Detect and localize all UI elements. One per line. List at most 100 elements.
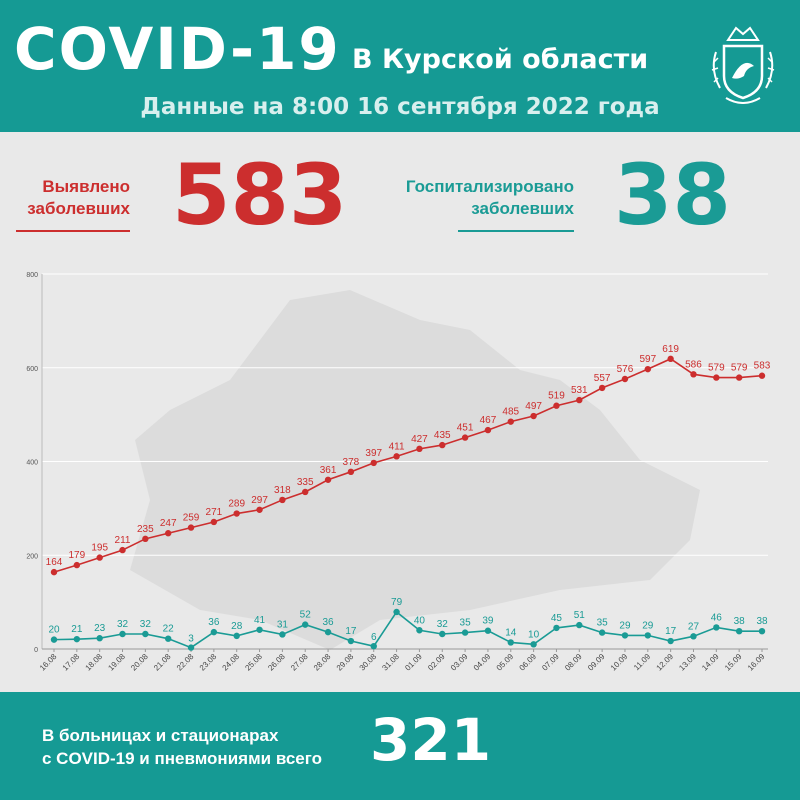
data-label: 557 bbox=[594, 373, 611, 384]
x-tick-label: 16.09 bbox=[746, 652, 767, 673]
y-tick-label: 200 bbox=[26, 553, 38, 560]
data-point bbox=[621, 632, 629, 639]
data-point bbox=[119, 546, 126, 554]
data-label: 271 bbox=[206, 507, 223, 518]
x-tick-label: 07.09 bbox=[540, 652, 561, 673]
y-tick-label: 600 bbox=[26, 366, 38, 373]
data-label: 289 bbox=[228, 499, 245, 510]
x-tick-label: 06.09 bbox=[517, 652, 538, 673]
data-label: 51 bbox=[574, 610, 586, 621]
y-tick-label: 400 bbox=[26, 460, 38, 467]
hospitalized-count: 38 bbox=[614, 146, 731, 244]
detected-label-line1: Выявлено bbox=[42, 177, 130, 196]
data-point bbox=[758, 627, 766, 635]
data-label: 3 bbox=[188, 634, 194, 645]
data-point bbox=[279, 631, 286, 638]
data-label: 31 bbox=[277, 619, 289, 630]
data-point bbox=[302, 488, 309, 496]
data-label: 52 bbox=[300, 610, 312, 621]
data-label: 46 bbox=[711, 612, 723, 623]
x-tick-label: 16.08 bbox=[38, 652, 59, 673]
data-label: 32 bbox=[437, 619, 449, 630]
header-bar bbox=[0, 0, 800, 132]
data-point bbox=[758, 372, 766, 379]
data-point bbox=[96, 635, 103, 642]
data-label: 619 bbox=[662, 344, 679, 355]
data-point bbox=[73, 635, 81, 643]
data-label: 519 bbox=[548, 391, 565, 402]
data-point bbox=[576, 396, 583, 404]
region-map-silhouette bbox=[130, 290, 700, 650]
data-point bbox=[279, 496, 286, 504]
data-label: 79 bbox=[391, 597, 403, 608]
data-point bbox=[370, 459, 377, 467]
x-tick-label: 12.09 bbox=[655, 652, 676, 673]
data-label: 23 bbox=[94, 623, 106, 634]
data-point bbox=[324, 628, 332, 636]
region-subtitle: В Курской области bbox=[352, 44, 649, 75]
data-point bbox=[142, 535, 149, 543]
hospital-total-count: 321 bbox=[370, 706, 492, 774]
detected-label: Выявлено заболевших bbox=[16, 176, 130, 220]
data-point bbox=[347, 468, 355, 476]
detected-count: 583 bbox=[172, 146, 348, 244]
x-tick-label: 05.09 bbox=[495, 652, 516, 673]
data-label: 411 bbox=[389, 441, 405, 452]
data-point bbox=[73, 561, 81, 569]
data-label: 35 bbox=[460, 618, 472, 629]
data-point bbox=[119, 630, 126, 638]
x-tick-label: 20.08 bbox=[129, 652, 150, 673]
data-point bbox=[735, 374, 743, 381]
x-tick-label: 29.08 bbox=[335, 652, 356, 673]
data-label: 485 bbox=[502, 407, 519, 418]
data-label: 39 bbox=[482, 616, 494, 627]
data-point bbox=[324, 476, 332, 483]
data-label: 41 bbox=[254, 615, 266, 626]
data-label: 22 bbox=[163, 624, 175, 635]
detected-underline bbox=[16, 230, 130, 232]
data-label: 579 bbox=[708, 363, 725, 374]
data-point bbox=[187, 644, 195, 651]
data-label: 20 bbox=[48, 625, 60, 636]
x-tick-label: 09.09 bbox=[586, 652, 607, 673]
data-label: 28 bbox=[231, 621, 243, 632]
data-point bbox=[164, 530, 172, 537]
x-tick-label: 13.09 bbox=[677, 652, 698, 673]
data-point bbox=[667, 637, 674, 645]
data-label: 297 bbox=[251, 495, 268, 506]
x-tick-label: 22.08 bbox=[175, 652, 196, 673]
hospital-total-line2: с COVID-19 и пневмониями всего bbox=[42, 749, 323, 768]
data-point bbox=[713, 374, 720, 381]
data-label: 531 bbox=[571, 385, 588, 396]
data-label: 451 bbox=[457, 423, 474, 434]
data-label: 29 bbox=[619, 620, 631, 631]
coat-of-arms-icon bbox=[711, 26, 775, 104]
data-label: 36 bbox=[323, 617, 335, 628]
data-point bbox=[370, 642, 377, 650]
data-point bbox=[484, 426, 492, 434]
data-label: 586 bbox=[685, 359, 702, 370]
data-point bbox=[507, 639, 514, 646]
footer-bar bbox=[0, 692, 800, 800]
data-point bbox=[210, 628, 218, 636]
x-tick-label: 27.08 bbox=[289, 652, 310, 673]
data-point bbox=[598, 629, 606, 636]
data-point bbox=[461, 434, 469, 441]
data-label: 195 bbox=[91, 543, 108, 554]
report-date: Данные на 8:00 16 сентября 2022 года bbox=[140, 94, 660, 120]
data-point bbox=[233, 510, 240, 517]
x-tick-label: 04.09 bbox=[472, 652, 493, 673]
data-label: 211 bbox=[115, 535, 131, 546]
data-label: 29 bbox=[642, 620, 654, 631]
data-label: 10 bbox=[528, 629, 540, 640]
data-point bbox=[50, 636, 58, 643]
data-point bbox=[644, 365, 652, 373]
series-line bbox=[53, 610, 762, 649]
x-tick-label: 15.09 bbox=[723, 652, 744, 673]
data-point bbox=[187, 524, 195, 531]
detected-label-line2: заболевших bbox=[27, 199, 130, 218]
data-point bbox=[210, 518, 218, 526]
data-point bbox=[439, 630, 446, 638]
x-tick-label: 28.08 bbox=[312, 652, 333, 673]
data-point bbox=[621, 375, 629, 383]
